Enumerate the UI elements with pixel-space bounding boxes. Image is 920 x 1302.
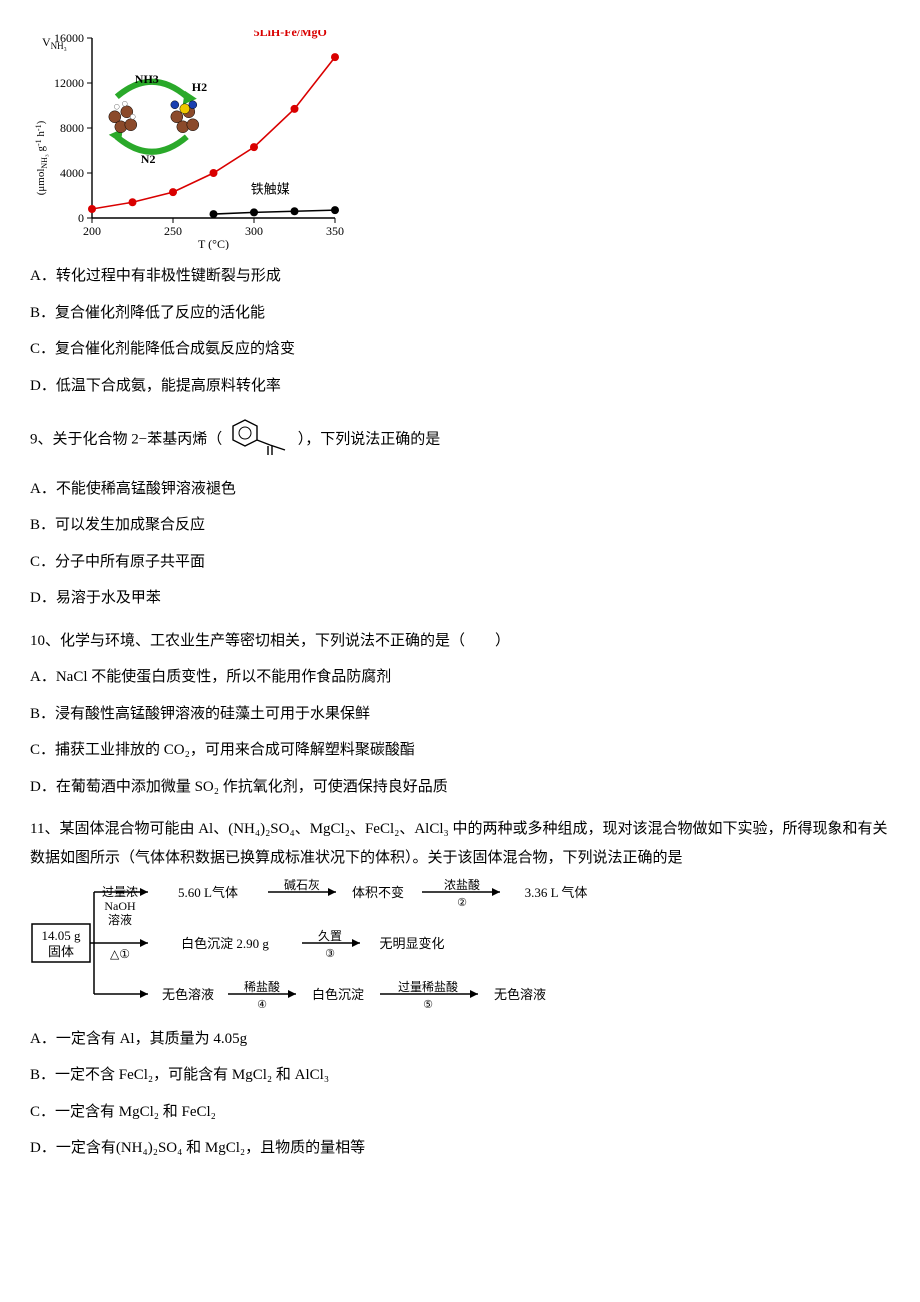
svg-text:⑤: ⑤ <box>423 999 433 1008</box>
svg-text:12000: 12000 <box>54 76 84 90</box>
q9-option-d: D．易溶于水及甲苯 <box>30 584 890 613</box>
svg-text:浓盐酸: 浓盐酸 <box>444 878 480 892</box>
q11-option-a: A．一定含有 Al，其质量为 4.05g <box>30 1025 890 1054</box>
svg-text:久置: 久置 <box>318 929 342 943</box>
svg-text:③: ③ <box>325 948 335 960</box>
svg-text:5LiH-Fe/MgO: 5LiH-Fe/MgO <box>254 30 327 39</box>
q10-option-d: D．在葡萄酒中添加微量 SO₂ 作抗氧化剂，可使酒保持良好品质 <box>30 773 890 802</box>
svg-text:350: 350 <box>326 224 344 238</box>
svg-text:白色沉淀 2.90 g: 白色沉淀 2.90 g <box>181 936 269 951</box>
q9-option-c: C．分子中所有原子共平面 <box>30 548 890 577</box>
q11-option-b: B．一定不含 FeCl₂，可能含有 MgCl₂ 和 AlCl₃ <box>30 1061 890 1090</box>
chart-svg: 2002503003500400080001200016000T (°C)VNH… <box>30 30 345 250</box>
q9-stem: 9、关于化合物 2−苯基丙烯（ ），下列说法正确的是 <box>30 414 890 467</box>
svg-text:溶液: 溶液 <box>108 912 132 927</box>
svg-text:5.60 L气体: 5.60 L气体 <box>178 885 238 900</box>
svg-text:NH3: NH3 <box>135 72 159 86</box>
svg-text:碱石灰: 碱石灰 <box>284 878 320 892</box>
svg-text:无色溶液: 无色溶液 <box>494 987 546 1002</box>
q11-flow-diagram: 14.05 g 固体 过量浓 NaOH 溶液 △① 5.60 L气体 碱石灰 体… <box>30 878 630 1017</box>
svg-text:铁触媒: 铁触媒 <box>251 181 290 196</box>
svg-text:过量稀盐酸: 过量稀盐酸 <box>398 979 458 994</box>
q9-stem-after: ），下列说法正确的是 <box>298 432 441 448</box>
svg-text:△①: △① <box>110 947 130 961</box>
q8-option-c: C．复合催化剂能降低合成氨反应的焓变 <box>30 335 890 364</box>
svg-text:稀盐酸: 稀盐酸 <box>244 979 280 994</box>
svg-text:0: 0 <box>78 211 84 225</box>
svg-text:200: 200 <box>83 224 101 238</box>
q10-option-a: A．NaCl 不能使蛋白质变性，所以不能用作食品防腐剂 <box>30 663 890 692</box>
svg-text:④: ④ <box>257 999 267 1008</box>
svg-text:②: ② <box>457 897 467 909</box>
phenylpropene-structure-icon <box>230 414 290 467</box>
flow-mass: 14.05 g <box>42 928 82 943</box>
svg-text:(μmolNH₃ g-1 h-1): (μmolNH₃ g-1 h-1) <box>34 120 49 195</box>
chart-region: 2002503003500400080001200016000T (°C)VNH… <box>30 30 345 250</box>
svg-text:T (°C): T (°C) <box>198 237 229 250</box>
q10-option-b: B．浸有酸性高锰酸钾溶液的硅藻土可用于水果保鲜 <box>30 700 890 729</box>
svg-text:NaOH: NaOH <box>104 899 136 913</box>
q11-option-c: C．一定含有 MgCl₂ 和 FeCl₂ <box>30 1098 890 1127</box>
svg-text:白色沉淀: 白色沉淀 <box>312 987 364 1002</box>
q8-option-d: D．低温下合成氨，能提高原料转化率 <box>30 372 890 401</box>
q8-option-b: B．复合催化剂降低了反应的活化能 <box>30 299 890 328</box>
q11-stem: 11、某固体混合物可能由 Al、(NH₄)₂SO₄、MgCl₂、FeCl₂、Al… <box>30 815 890 872</box>
svg-text:300: 300 <box>245 224 263 238</box>
svg-text:无色溶液: 无色溶液 <box>162 987 214 1002</box>
flow-sample-label: 固体 <box>48 944 74 959</box>
svg-text:3.36 L 气体: 3.36 L 气体 <box>525 885 588 900</box>
svg-text:体积不变: 体积不变 <box>352 885 404 900</box>
svg-text:无明显变化: 无明显变化 <box>379 936 444 951</box>
svg-text:8000: 8000 <box>60 121 84 135</box>
svg-text:N2: N2 <box>141 152 156 166</box>
q11-option-d: D．一定含有(NH₄)₂SO₄ 和 MgCl₂，且物质的量相等 <box>30 1134 890 1163</box>
svg-text:250: 250 <box>164 224 182 238</box>
q8-option-a: A．转化过程中有非极性键断裂与形成 <box>30 262 890 291</box>
q9-stem-before: 9、关于化合物 2−苯基丙烯（ <box>30 432 222 448</box>
q10-stem: 10、化学与环境、工农业生产等密切相关，下列说法不正确的是（ ） <box>30 627 890 656</box>
q9-option-b: B．可以发生加成聚合反应 <box>30 511 890 540</box>
svg-text:H2: H2 <box>192 80 207 94</box>
svg-text:4000: 4000 <box>60 166 84 180</box>
q9-option-a: A．不能使稀高锰酸钾溶液褪色 <box>30 475 890 504</box>
q10-option-c: C．捕获工业排放的 CO₂，可用来合成可降解塑料聚碳酸酯 <box>30 736 890 765</box>
